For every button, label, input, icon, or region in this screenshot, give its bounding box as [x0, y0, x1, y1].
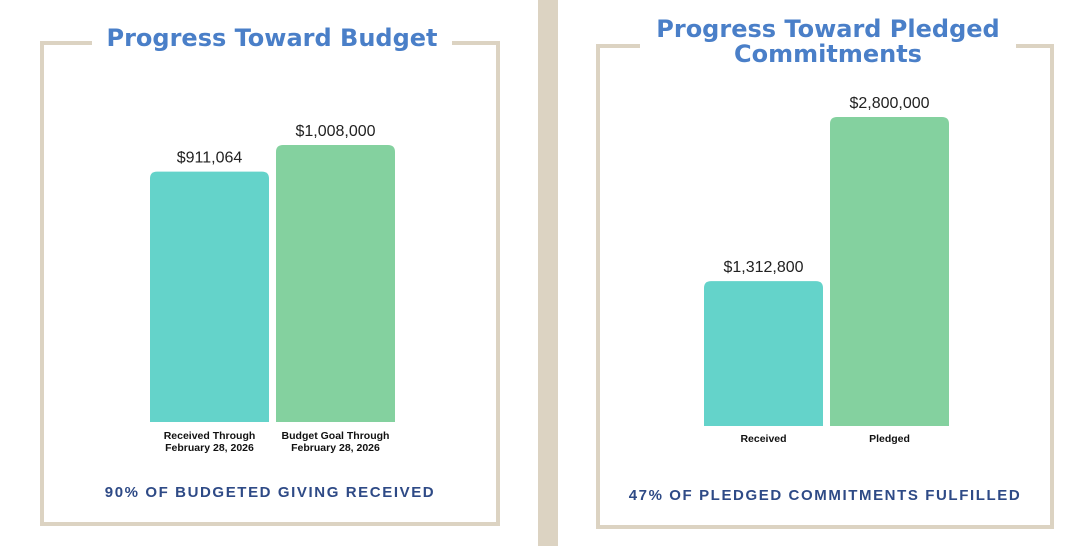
pledge-bar-0	[704, 281, 823, 426]
pledge-bar-1	[830, 117, 949, 426]
budget-category-label-1: Budget Goal Through February 28, 2026	[282, 430, 390, 454]
budget-value-label-1: $1,008,000	[295, 123, 375, 140]
budget-bar-1	[276, 145, 395, 422]
pledge-summary-text: 47% OF PLEDGED COMMITMENTS FULFILLED	[628, 487, 1022, 504]
budget-chart-title: Progress Toward Budget	[92, 26, 452, 51]
pledge-bar-chart: $1,312,800 Received $2,800,000 Pledged	[704, 95, 949, 445]
budget-category-label-0: Received Through February 28, 2026	[164, 430, 256, 454]
budget-value-label-0: $911,064	[177, 150, 243, 167]
panel-divider	[538, 0, 558, 546]
pledge-category-label-0: Received	[740, 433, 786, 445]
budget-bar-0	[150, 171, 269, 422]
pledge-value-label-0: $1,312,800	[723, 259, 803, 276]
pledge-category-label-1: Pledged	[869, 433, 910, 445]
pledge-value-label-1: $2,800,000	[849, 95, 929, 112]
pledge-chart-title: Progress Toward Pledged Commitments	[640, 17, 1016, 67]
budget-bar-chart: $911,064 Received Through February 28, 202…	[150, 123, 395, 454]
budget-summary-text: 90% OF BUDGETED GIVING RECEIVED	[104, 484, 436, 501]
